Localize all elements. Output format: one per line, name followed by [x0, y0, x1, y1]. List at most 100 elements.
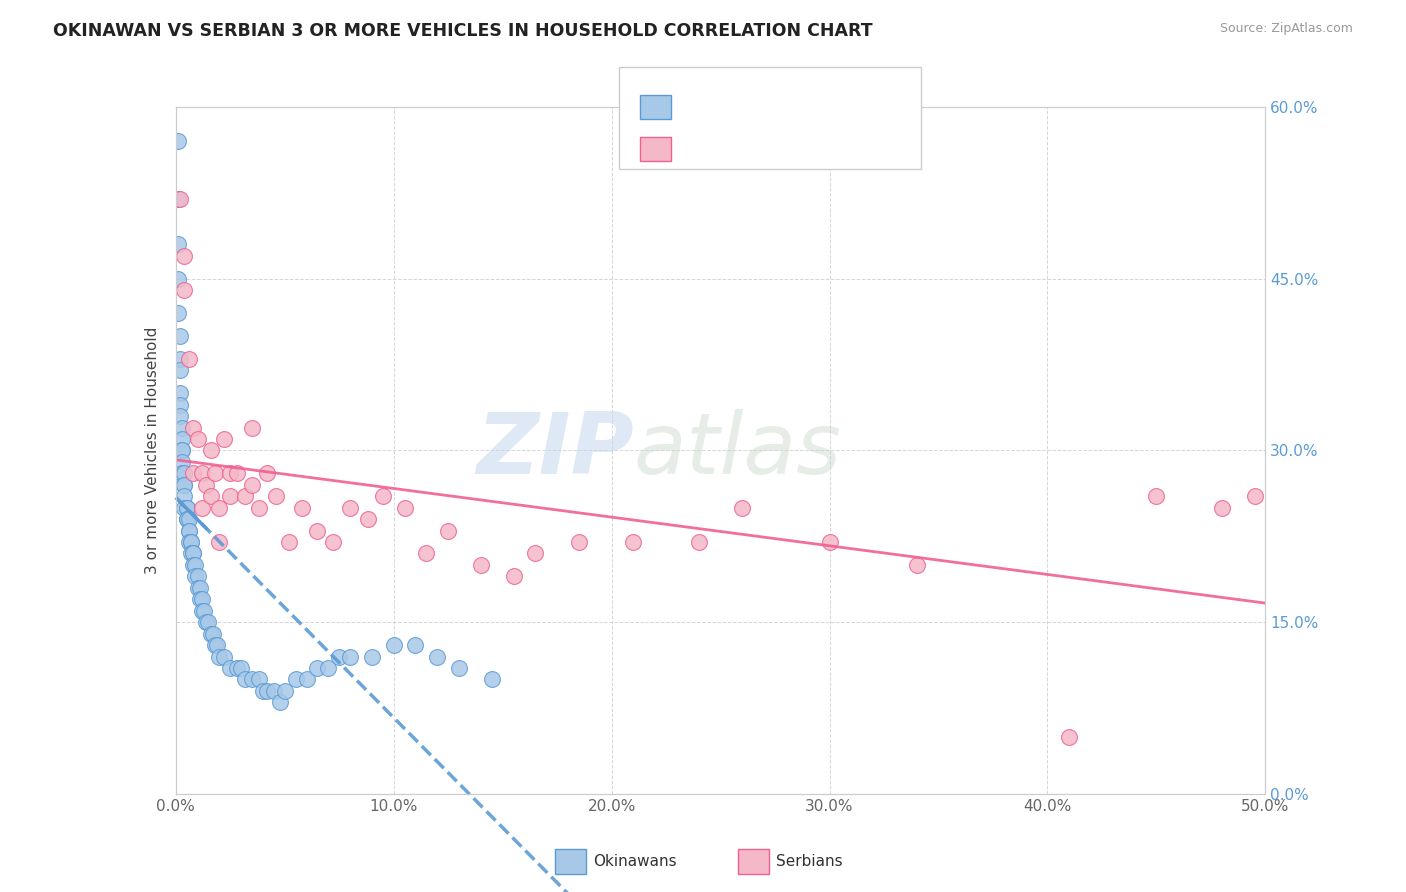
- Point: [225, 467, 247, 481]
- Point: [167, 306, 190, 320]
- Point: [212, 649, 235, 664]
- Point: [818, 535, 841, 549]
- Point: [193, 604, 215, 618]
- Point: [307, 524, 329, 538]
- Point: [181, 546, 204, 561]
- Point: [200, 489, 222, 503]
- Point: [621, 535, 644, 549]
- Point: [219, 489, 242, 503]
- Point: [291, 500, 314, 515]
- Point: [177, 524, 200, 538]
- Point: [247, 673, 270, 687]
- Point: [169, 386, 191, 401]
- Point: [307, 661, 329, 675]
- Point: [181, 558, 204, 572]
- Point: [169, 363, 191, 377]
- Point: [274, 683, 297, 698]
- Text: ZIP: ZIP: [475, 409, 633, 492]
- Point: [688, 535, 710, 549]
- Point: [405, 638, 427, 652]
- Point: [219, 661, 242, 675]
- Point: [356, 512, 378, 526]
- Point: [382, 638, 405, 652]
- Point: [208, 500, 231, 515]
- Point: [231, 661, 253, 675]
- Point: [524, 546, 547, 561]
- Point: [284, 673, 307, 687]
- Point: [173, 500, 195, 515]
- Point: [256, 467, 278, 481]
- Point: [568, 535, 591, 549]
- Point: [176, 500, 198, 515]
- Point: [167, 192, 190, 206]
- Point: [173, 489, 195, 503]
- Point: [415, 546, 437, 561]
- Point: [371, 489, 394, 503]
- Point: [172, 432, 194, 446]
- Point: [172, 455, 194, 469]
- Text: Serbians: Serbians: [776, 855, 842, 869]
- Point: [177, 535, 200, 549]
- Point: [169, 329, 191, 343]
- Point: [191, 604, 214, 618]
- Point: [318, 661, 340, 675]
- Point: [167, 237, 190, 252]
- Point: [470, 558, 492, 572]
- Point: [177, 351, 200, 366]
- Point: [394, 500, 416, 515]
- Point: [169, 398, 191, 412]
- Point: [186, 581, 209, 595]
- Point: [191, 500, 214, 515]
- Point: [177, 512, 200, 526]
- Point: [339, 649, 361, 664]
- Point: [481, 673, 503, 687]
- Point: [188, 592, 211, 607]
- Point: [1057, 730, 1080, 744]
- Point: [200, 626, 222, 640]
- Text: OKINAWAN VS SERBIAN 3 OR MORE VEHICLES IN HOUSEHOLD CORRELATION CHART: OKINAWAN VS SERBIAN 3 OR MORE VEHICLES I…: [53, 22, 873, 40]
- Point: [502, 569, 524, 583]
- Point: [173, 478, 195, 492]
- Text: R =  0.277   N = 77: R = 0.277 N = 77: [679, 96, 852, 112]
- Point: [360, 649, 382, 664]
- Point: [247, 500, 270, 515]
- Point: [322, 535, 344, 549]
- Point: [195, 615, 218, 630]
- Point: [205, 638, 228, 652]
- Point: [181, 467, 204, 481]
- Point: [1243, 489, 1265, 503]
- Text: Okinawans: Okinawans: [593, 855, 676, 869]
- Point: [295, 673, 318, 687]
- Point: [201, 626, 224, 640]
- Point: [188, 581, 211, 595]
- Point: [208, 649, 231, 664]
- Text: R = -0.037   N = 48: R = -0.037 N = 48: [679, 138, 852, 153]
- Text: atlas: atlas: [633, 409, 841, 492]
- Point: [180, 535, 202, 549]
- Point: [167, 271, 190, 285]
- Point: [204, 638, 226, 652]
- Point: [172, 443, 194, 458]
- Point: [339, 500, 361, 515]
- Point: [172, 443, 194, 458]
- Point: [172, 420, 194, 434]
- Point: [195, 478, 218, 492]
- Point: [447, 661, 470, 675]
- Point: [235, 489, 257, 503]
- Point: [225, 661, 247, 675]
- Point: [200, 443, 222, 458]
- Point: [437, 524, 460, 538]
- Point: [240, 420, 263, 434]
- Point: [235, 673, 257, 687]
- Point: [169, 409, 191, 424]
- Point: [181, 420, 204, 434]
- Point: [169, 192, 191, 206]
- Point: [173, 283, 195, 297]
- Point: [167, 135, 190, 149]
- Point: [208, 535, 231, 549]
- Point: [1211, 500, 1233, 515]
- Point: [186, 569, 209, 583]
- Point: [252, 683, 274, 698]
- Point: [263, 683, 285, 698]
- Point: [256, 683, 278, 698]
